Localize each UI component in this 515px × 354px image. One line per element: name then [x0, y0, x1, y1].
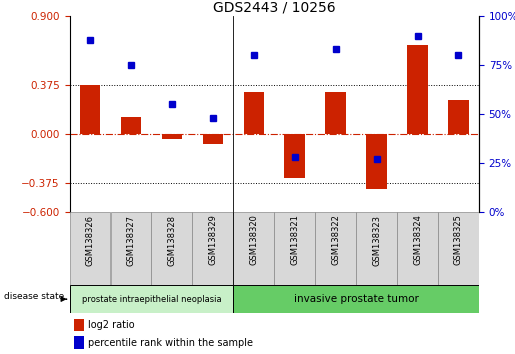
Text: GSM138326: GSM138326: [85, 215, 94, 266]
Text: GSM138329: GSM138329: [209, 215, 217, 266]
Text: percentile rank within the sample: percentile rank within the sample: [88, 338, 253, 348]
Text: log2 ratio: log2 ratio: [88, 320, 134, 330]
Bar: [315, 212, 356, 285]
Bar: [397, 212, 438, 285]
Bar: [202, 134, 223, 144]
Bar: [162, 134, 182, 139]
Bar: [233, 212, 274, 285]
Bar: [121, 117, 141, 134]
Bar: [233, 285, 479, 313]
Text: GSM138328: GSM138328: [167, 215, 176, 266]
Text: GSM138325: GSM138325: [454, 215, 463, 266]
Bar: [366, 134, 387, 189]
Bar: [111, 212, 151, 285]
Text: GSM138321: GSM138321: [290, 215, 299, 266]
Bar: [193, 212, 233, 285]
Bar: [74, 336, 84, 349]
Text: GSM138322: GSM138322: [331, 215, 340, 266]
Text: prostate intraepithelial neoplasia: prostate intraepithelial neoplasia: [81, 295, 221, 304]
Bar: [70, 212, 110, 285]
Text: GSM138327: GSM138327: [127, 215, 135, 266]
Text: GSM138320: GSM138320: [249, 215, 258, 266]
Text: GSM138323: GSM138323: [372, 215, 381, 266]
Bar: [70, 285, 233, 313]
Bar: [244, 92, 264, 134]
Bar: [438, 212, 479, 285]
Bar: [407, 45, 428, 134]
Bar: [448, 100, 469, 134]
Bar: [284, 134, 305, 178]
Text: disease state: disease state: [4, 292, 64, 301]
Text: GSM138324: GSM138324: [413, 215, 422, 266]
Bar: [274, 212, 315, 285]
Bar: [151, 212, 192, 285]
Bar: [80, 85, 100, 134]
Text: invasive prostate tumor: invasive prostate tumor: [294, 294, 419, 304]
Bar: [325, 92, 346, 134]
Bar: [74, 319, 84, 331]
Title: GDS2443 / 10256: GDS2443 / 10256: [213, 1, 336, 15]
Bar: [356, 212, 397, 285]
